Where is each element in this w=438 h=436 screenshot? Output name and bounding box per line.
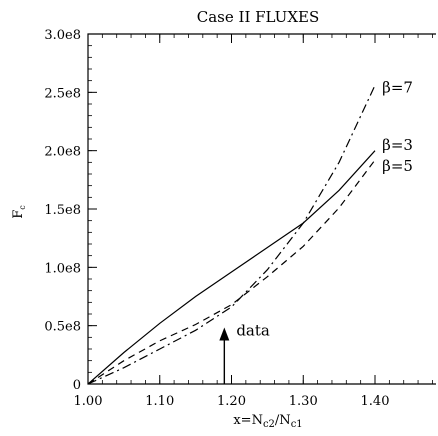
- y-tick-label: 3.0e8: [44, 28, 81, 43]
- series-label-1: β=7: [382, 79, 413, 97]
- y-tick-label: 1.5e8: [44, 203, 81, 218]
- y-tick-label: 0: [73, 378, 81, 393]
- x-tick-label: 1.00: [74, 394, 103, 409]
- x-tick-label: 1.40: [361, 394, 390, 409]
- x-tick-label: 1.30: [289, 394, 318, 409]
- x-axis-label-sub2: c1: [291, 419, 303, 430]
- y-tick-label: 2.5e8: [44, 86, 81, 101]
- chart-title: Case II FLUXES: [197, 8, 319, 26]
- series-label-3: β=5: [382, 157, 413, 175]
- series-labels: β=7 β=3 β=5: [382, 79, 413, 175]
- x-axis-label-base: x=N: [233, 413, 263, 428]
- axes: 1.00 1.10 1.20 1.30 1.40 0 0.5e8 1.0e8 1.5e8 2.0e…: [44, 28, 436, 409]
- series-line-3: [87, 85, 376, 385]
- y-axis-label-sub: c: [18, 205, 27, 210]
- y-tick-label: 1.0e8: [44, 261, 81, 276]
- series-line-1: [87, 150, 376, 385]
- annotation: data: [219, 322, 270, 384]
- series-line-2: [87, 159, 376, 385]
- data-annotation-label: data: [236, 322, 270, 340]
- y-tick-label: 2.0e8: [44, 145, 81, 160]
- y-axis-label: Fc: [11, 205, 27, 219]
- x-axis-label-mid: /N: [275, 413, 291, 428]
- x-axis-label-sub1: c2: [263, 419, 275, 430]
- x-axis-label: x=Nc2/Nc1: [233, 413, 302, 430]
- y-axis-label-base: F: [11, 210, 26, 219]
- series-label-2: β=3: [382, 136, 413, 154]
- x-tick-label: 1.10: [145, 394, 174, 409]
- y-tick-label: 0.5e8: [44, 320, 81, 335]
- data-arrow-head: [219, 327, 230, 341]
- x-tick-label: 1.20: [217, 394, 246, 409]
- series-layer: [87, 85, 376, 385]
